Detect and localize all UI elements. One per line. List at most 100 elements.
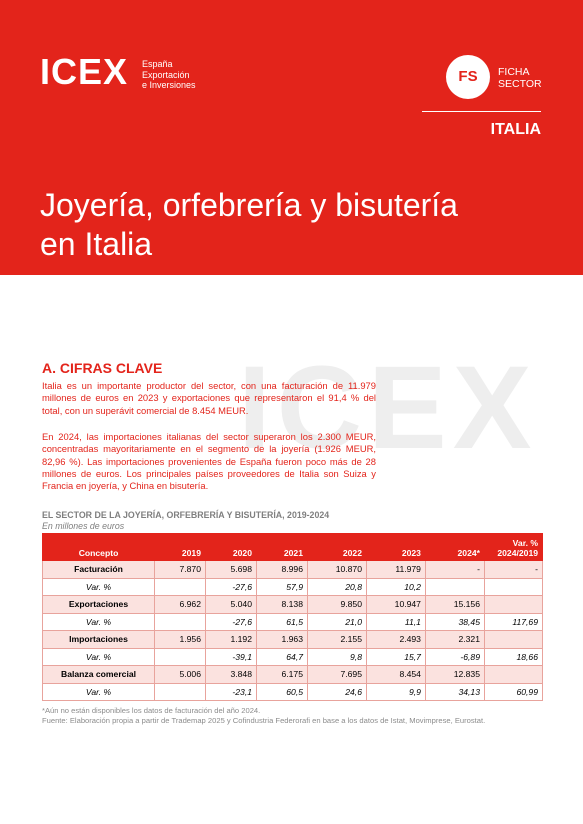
column-header: 2021: [256, 533, 308, 561]
paragraph: En 2024, las importaciones italianas del…: [42, 431, 376, 492]
badge: FS: [446, 55, 490, 99]
table-cell: 10.947: [365, 595, 426, 614]
row-label: Var. %: [42, 647, 155, 666]
badge-line: FICHA: [498, 66, 530, 78]
title: Joyería, orfebrería y bisutería en Itali…: [40, 186, 458, 264]
table-cell: 12.835: [424, 665, 486, 684]
table-title: EL SECTOR DE LA JOYERÍA, ORFEBRERÍA Y BI…: [42, 510, 330, 520]
table-cell: [484, 577, 543, 596]
table-row: Importaciones 1.956 1.192 1.963 2.155 2.493 2.…: [42, 630, 543, 649]
header-row: Concepto 2019 2020 2021 2022 2023 2024* Var. % …: [42, 533, 543, 561]
row-label: Var. %: [42, 682, 155, 701]
header-band: [0, 0, 583, 275]
table-cell: [154, 612, 206, 631]
table-cell: 2.493: [365, 630, 426, 649]
table-cell: -27,6: [205, 612, 257, 631]
table-subtitle: En millones de euros: [42, 521, 125, 531]
table-cell: 8.454: [365, 665, 426, 684]
section-heading: A. CIFRAS CLAVE: [42, 360, 163, 376]
table-cell: 1.192: [205, 630, 257, 649]
table-cell: 34,13: [424, 682, 486, 701]
tagline-line: España: [142, 59, 173, 69]
table-cell: -: [424, 560, 486, 579]
badge-text: FICHA SECTOR: [498, 66, 542, 90]
logo: ICEX: [40, 51, 129, 92]
table-row: Exportaciones 6.962 5.040 8.138 9.850 10.947 1…: [42, 595, 543, 614]
column-header: 2023: [365, 533, 426, 561]
table-cell: -6,89: [424, 647, 486, 666]
paragraph: Italia es un importante productor del se…: [42, 380, 376, 416]
table-cell: 60,99: [484, 682, 543, 701]
table-cell: [154, 647, 206, 666]
footnote: *Aún no están disponibles los datos de f…: [42, 706, 261, 715]
title-line: en Italia: [40, 226, 153, 262]
table-cell: 7.870: [154, 560, 206, 579]
table-cell: 7.695: [307, 665, 367, 684]
footnote: Fuente: Elaboración propia a partir de T…: [42, 716, 486, 725]
data-table: Concepto 2019 2020 2021 2022 2023 2024* Var. % …: [42, 533, 543, 701]
table-cell: [484, 665, 543, 684]
column-header: Var. % 2024/2019: [484, 533, 543, 561]
row-label: Exportaciones: [42, 595, 155, 614]
row-label: Var. %: [42, 577, 155, 596]
table-cell: 5.040: [205, 595, 257, 614]
table-cell: [154, 682, 206, 701]
table-cell: 5.698: [205, 560, 257, 579]
table-cell: -39,1: [205, 647, 257, 666]
country: ITALIA: [490, 121, 541, 138]
table-cell: 9.850: [307, 595, 367, 614]
tagline-line: e Inversiones: [142, 80, 196, 90]
table-cell: 5.006: [154, 665, 206, 684]
table-cell: 8.996: [256, 560, 308, 579]
table-cell: -: [484, 560, 543, 579]
table-cell: 10,2: [365, 577, 426, 596]
table-cell: 60,5: [256, 682, 308, 701]
column-header: 2022: [307, 533, 367, 561]
table-cell: [424, 577, 486, 596]
table-row: Facturación 7.870 5.698 8.996 10.870 11.979- -: [42, 560, 543, 579]
tagline-line: Exportación: [142, 69, 190, 80]
table-cell: 117,69: [484, 612, 543, 631]
table-cell: 11.979: [365, 560, 426, 579]
table-row: Var. % -23,1 60,5 24,6 9,9 34,13 60,99: [42, 682, 543, 701]
column-header: 2024*: [424, 533, 486, 561]
rule: [422, 111, 541, 112]
table-cell: 2.155: [307, 630, 367, 649]
title-line: Joyería, orfebrería y bisutería: [40, 187, 458, 223]
table-cell: 15.156: [424, 595, 486, 614]
badge-line: SECTOR: [498, 78, 542, 90]
table-cell: [154, 577, 206, 596]
table-cell: 18,66: [484, 647, 543, 666]
table-cell: -23,1: [205, 682, 257, 701]
table-cell: 11,1: [365, 612, 426, 631]
table-cell: 1.963: [256, 630, 308, 649]
column-header: 2019: [154, 533, 206, 561]
table-row: Var. % -27,6 57,9 20,8 10,2: [42, 577, 543, 596]
table-cell: 8.138: [256, 595, 308, 614]
table-row: Balanza comercial 5.006 3.848 6.175 7.695 8.4…: [42, 665, 543, 684]
table-cell: 38,45: [424, 612, 486, 631]
table-cell: 2.321: [424, 630, 486, 649]
watermark: ICEX: [238, 342, 538, 474]
table-cell: -27,6: [205, 577, 257, 596]
tagline: España Exportación e Inversiones: [142, 59, 196, 91]
table-cell: 6.962: [154, 595, 206, 614]
table-cell: [484, 630, 543, 649]
table-cell: 6.175: [256, 665, 308, 684]
table-cell: 20,8: [307, 577, 367, 596]
table-cell: 9,9: [365, 682, 426, 701]
table-cell: 21,0: [307, 612, 367, 631]
table-cell: 10.870: [307, 560, 367, 579]
row-label: Importaciones: [42, 630, 155, 649]
table-cell: 1.956: [154, 630, 206, 649]
table-cell: [484, 595, 543, 614]
row-label: Var. %: [42, 612, 155, 631]
row-label: Facturación: [42, 560, 155, 579]
table-cell: 9,8: [307, 647, 367, 666]
column-header: 2020: [205, 533, 257, 561]
table-row: Var. % -27,6 61,5 21,0 11,1 38,45 117,69: [42, 612, 543, 631]
table-cell: 61,5: [256, 612, 308, 631]
table-cell: 24,6: [307, 682, 367, 701]
table-cell: 64,7: [256, 647, 308, 666]
